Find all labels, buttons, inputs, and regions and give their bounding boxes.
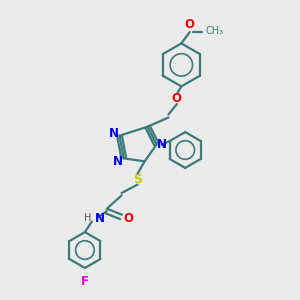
Text: N: N [109,127,119,140]
Text: N: N [94,212,104,225]
Text: N: N [113,155,123,168]
Text: O: O [185,18,195,31]
Text: CH₃: CH₃ [205,26,224,36]
Text: N: N [157,138,167,151]
Text: O: O [172,92,182,105]
Text: F: F [81,274,89,287]
Text: O: O [123,212,133,225]
Text: S: S [133,173,142,186]
Text: H: H [84,213,91,224]
